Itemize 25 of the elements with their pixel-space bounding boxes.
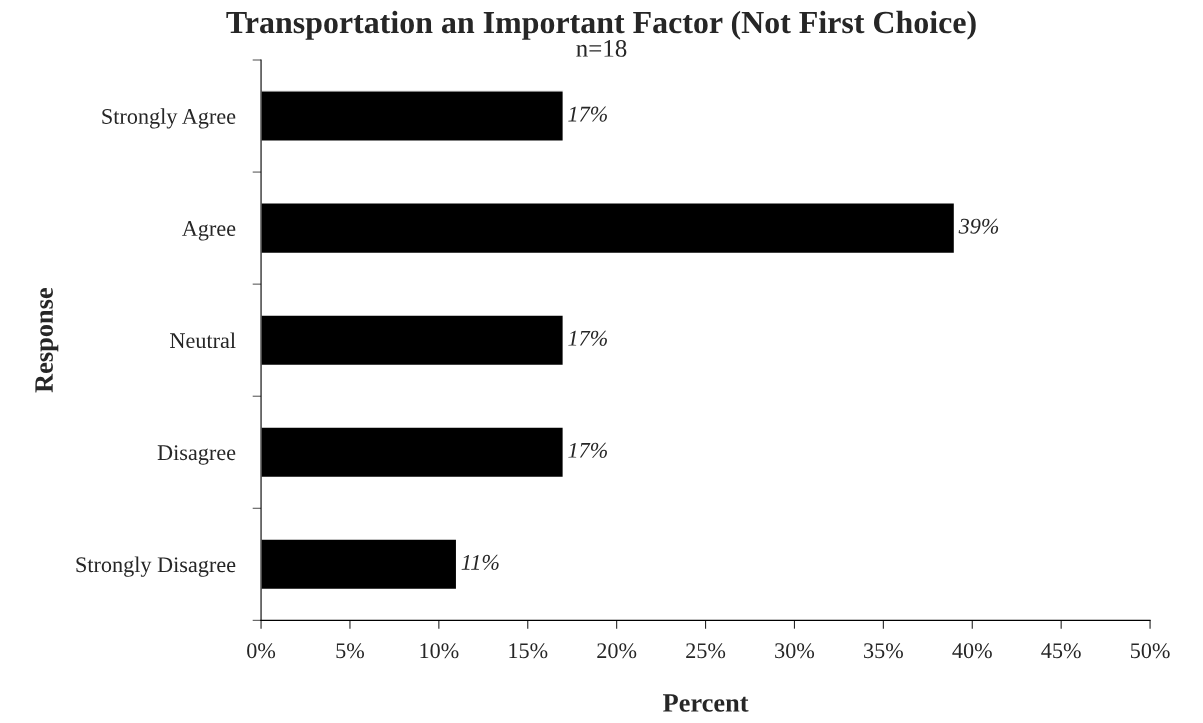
data-label: 17% (568, 442, 607, 458)
x-tick-label: 5% (336, 643, 365, 659)
chart-title: Transportation an Important Factor (Not First Choice) (226, 10, 976, 40)
chart-subtitle: n=18 (576, 40, 627, 57)
y-tick-label: Neutral (170, 332, 236, 349)
x-axis-title: Percent (663, 694, 749, 712)
y-tick-label: Strongly Agree (102, 108, 236, 129)
y-axis-title: Response (35, 288, 59, 393)
y-tick-label: Strongly Disagree (76, 556, 236, 577)
y-tick-label: Disagree (157, 445, 236, 465)
x-tick-label: 35% (864, 643, 903, 659)
data-label: 17% (568, 330, 607, 346)
data-label: 11% (461, 554, 499, 570)
y-tick-label: Agree (181, 221, 236, 241)
data-label: 17% (568, 106, 607, 122)
x-tick-label: 30% (775, 643, 815, 659)
x-tick-label: 15% (509, 643, 548, 659)
x-tick-label: 50% (1130, 643, 1170, 659)
x-tick-label: 10% (420, 643, 459, 659)
x-tick-label: 25% (686, 643, 726, 659)
x-tick-label: 40% (952, 643, 992, 659)
x-tick-label: 0% (247, 643, 276, 659)
x-tick-label: 20% (597, 643, 637, 659)
x-tick-label: 45% (1041, 643, 1081, 659)
data-label: 39% (958, 218, 999, 234)
